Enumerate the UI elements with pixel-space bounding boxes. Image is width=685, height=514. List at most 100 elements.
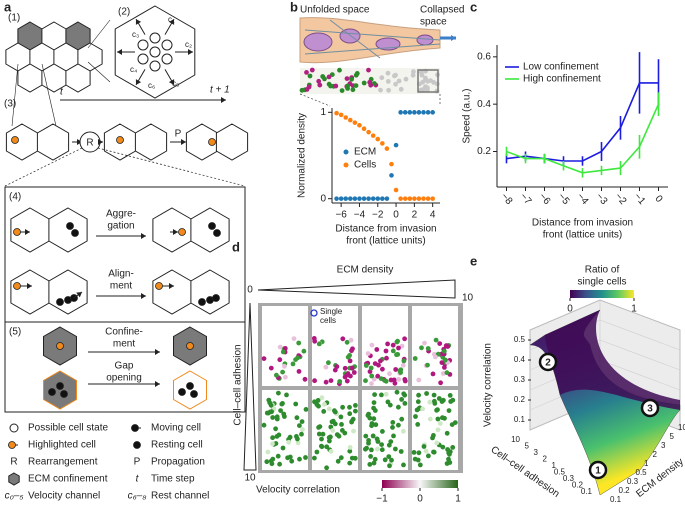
- cell: [426, 453, 431, 459]
- point: [348, 196, 353, 201]
- cell: [350, 346, 355, 352]
- lattice-dot: [317, 82, 323, 88]
- cell: [435, 407, 440, 413]
- lattice-dot: [398, 86, 404, 92]
- point: [366, 196, 371, 201]
- cell: [423, 448, 429, 454]
- point: [389, 173, 394, 178]
- channel-label: c₆: [148, 81, 155, 90]
- legend-key: P: [134, 457, 141, 468]
- cell: [319, 444, 325, 450]
- x-tick-label: 4: [430, 210, 436, 221]
- line: [97, 147, 246, 187]
- channel: [149, 46, 161, 58]
- cell: [326, 406, 332, 412]
- cell: [280, 445, 286, 451]
- process-label: Aggre-: [106, 209, 136, 220]
- cell: [317, 424, 323, 429]
- cell: [372, 392, 377, 397]
- point: [402, 110, 408, 115]
- legend-key: R: [10, 457, 17, 468]
- point: [393, 142, 399, 148]
- cell: [369, 381, 374, 386]
- y-tick-label: 0: [320, 193, 326, 204]
- legend-text: Highlighted cell: [28, 440, 96, 451]
- dot: [60, 390, 68, 398]
- cell: [396, 404, 401, 410]
- lattice-dot: [339, 88, 345, 93]
- cell: [374, 347, 380, 352]
- legend-icon: [9, 423, 19, 433]
- arrow-head: [155, 381, 160, 387]
- hexagon: [152, 207, 192, 253]
- cell: [368, 365, 374, 371]
- cell: [430, 371, 436, 377]
- cell: [349, 365, 355, 371]
- cell: [291, 336, 297, 341]
- cell: [386, 454, 392, 459]
- dot: [155, 282, 163, 290]
- x-tick-label: 0.3: [563, 474, 575, 483]
- colorbar-tick-label: −1: [376, 494, 388, 505]
- point: [384, 196, 390, 201]
- cell: [421, 444, 427, 449]
- colorbar-label: single cells: [578, 277, 627, 288]
- cell: [427, 399, 433, 405]
- arrow-head: [155, 349, 160, 355]
- x-tick-label: 0: [393, 210, 399, 221]
- cell: [375, 373, 381, 379]
- arrow-head: [117, 49, 122, 55]
- cell: [385, 341, 390, 347]
- x-tick-label: 0: [652, 193, 664, 205]
- arrow-head: [188, 49, 193, 55]
- lattice-dot: [333, 83, 339, 89]
- cell: [299, 419, 305, 424]
- point: [389, 161, 394, 167]
- colorbar-tick-label: 0: [567, 304, 573, 315]
- cell: [274, 372, 279, 378]
- line: [599, 319, 681, 351]
- cell: [314, 449, 320, 455]
- cell: [342, 365, 348, 371]
- op-label: P: [175, 129, 182, 140]
- z-tick-label: 0.5: [514, 335, 526, 344]
- cell: [388, 439, 394, 444]
- legend-text: Resting cell: [151, 440, 203, 451]
- arrow-head: [76, 292, 82, 298]
- cell: [446, 450, 452, 456]
- cell: [297, 456, 302, 462]
- cell: [278, 408, 283, 413]
- cell: [401, 428, 406, 434]
- cell: [364, 445, 369, 451]
- lattice-dot: [322, 76, 327, 82]
- lattice-dot: [419, 72, 425, 78]
- cell: [379, 442, 384, 447]
- cell: [270, 456, 276, 462]
- cell: [368, 454, 373, 459]
- point: [402, 196, 408, 201]
- point: [384, 146, 390, 151]
- cell: [431, 433, 436, 438]
- x-tick-label: −8: [499, 191, 515, 207]
- legend-icon: [8, 472, 20, 486]
- cell: [432, 398, 437, 404]
- dot: [8, 441, 16, 449]
- y-tick-label: 5: [670, 432, 675, 441]
- point: [425, 196, 431, 201]
- cell: [416, 377, 422, 383]
- colorbar: [570, 290, 634, 298]
- cell: [314, 402, 320, 407]
- hexagon: [65, 63, 91, 93]
- arrow-head: [181, 139, 186, 145]
- cell: [283, 374, 288, 380]
- lattice-dot: [353, 83, 359, 88]
- cell: [268, 365, 274, 371]
- cell: [296, 340, 302, 346]
- adhesion-wedge: [243, 302, 257, 471]
- lattice-dot: [379, 75, 385, 81]
- x-tick-label: −1: [632, 191, 648, 207]
- cell: [276, 390, 281, 396]
- arrow-head: [141, 293, 146, 299]
- dot: [133, 441, 141, 449]
